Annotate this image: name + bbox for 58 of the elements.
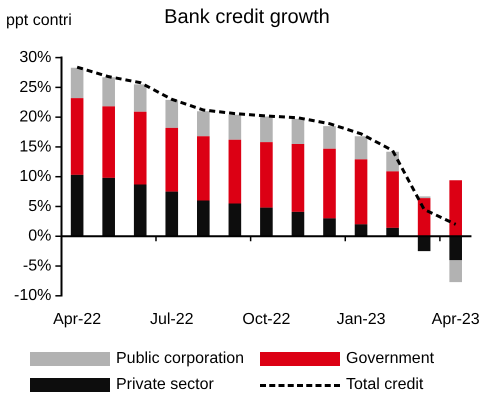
bar — [292, 118, 304, 144]
y-tick-label: 0% — [28, 228, 52, 245]
x-tick-label: Apr-22 — [53, 310, 102, 328]
line-series — [76, 66, 458, 226]
bar — [418, 198, 430, 236]
y-tick-label: 20% — [19, 108, 52, 126]
bar — [323, 126, 336, 149]
bar — [418, 236, 430, 252]
bar — [292, 144, 304, 212]
x-tick-label: Apr-23 — [432, 310, 480, 328]
bar — [134, 112, 147, 184]
y-tick-label: 30% — [19, 49, 52, 66]
bar — [260, 208, 273, 236]
bar — [134, 84, 147, 112]
chart-title: Bank credit growth — [164, 6, 330, 28]
bar — [102, 77, 115, 106]
bar — [354, 159, 368, 224]
bar — [165, 192, 178, 236]
legend-label: Private sector — [116, 376, 214, 394]
bar — [70, 174, 84, 236]
bar — [197, 136, 210, 201]
bar — [197, 200, 210, 236]
bar — [260, 116, 273, 142]
x-tick-label: Jul-22 — [150, 310, 194, 328]
y-tick-label: -5% — [22, 257, 52, 274]
bar — [260, 142, 273, 208]
x-tick-label: Jan-23 — [336, 310, 386, 328]
y-axis-title: ppt contri — [6, 12, 72, 30]
bar — [386, 152, 399, 172]
bar — [228, 140, 242, 204]
legend-label: Total credit — [346, 376, 424, 394]
bar — [102, 106, 115, 178]
y-tick-label: 15% — [19, 138, 52, 156]
bar — [386, 171, 399, 228]
x-tick-label: Oct-22 — [242, 310, 291, 328]
bar — [165, 128, 178, 192]
bar — [449, 260, 462, 282]
bar — [323, 148, 336, 218]
legend-label: Public corporation — [116, 350, 244, 368]
bar — [70, 98, 84, 175]
bar — [292, 212, 304, 236]
bar — [323, 218, 336, 236]
bar — [354, 136, 368, 160]
legend-label: Government — [346, 350, 434, 368]
bar — [228, 114, 242, 140]
y-tick-label: 25% — [19, 78, 52, 96]
y-tick-label: -10% — [14, 287, 52, 304]
bar — [165, 100, 178, 128]
bar — [134, 184, 147, 236]
y-tick-label: 5% — [28, 198, 52, 215]
bar — [70, 68, 84, 98]
bar — [102, 178, 115, 236]
bar — [197, 111, 210, 136]
bar — [449, 180, 462, 236]
y-tick-label: 10% — [19, 168, 52, 186]
bar — [449, 236, 462, 260]
bar — [228, 204, 242, 236]
bar — [354, 224, 368, 236]
